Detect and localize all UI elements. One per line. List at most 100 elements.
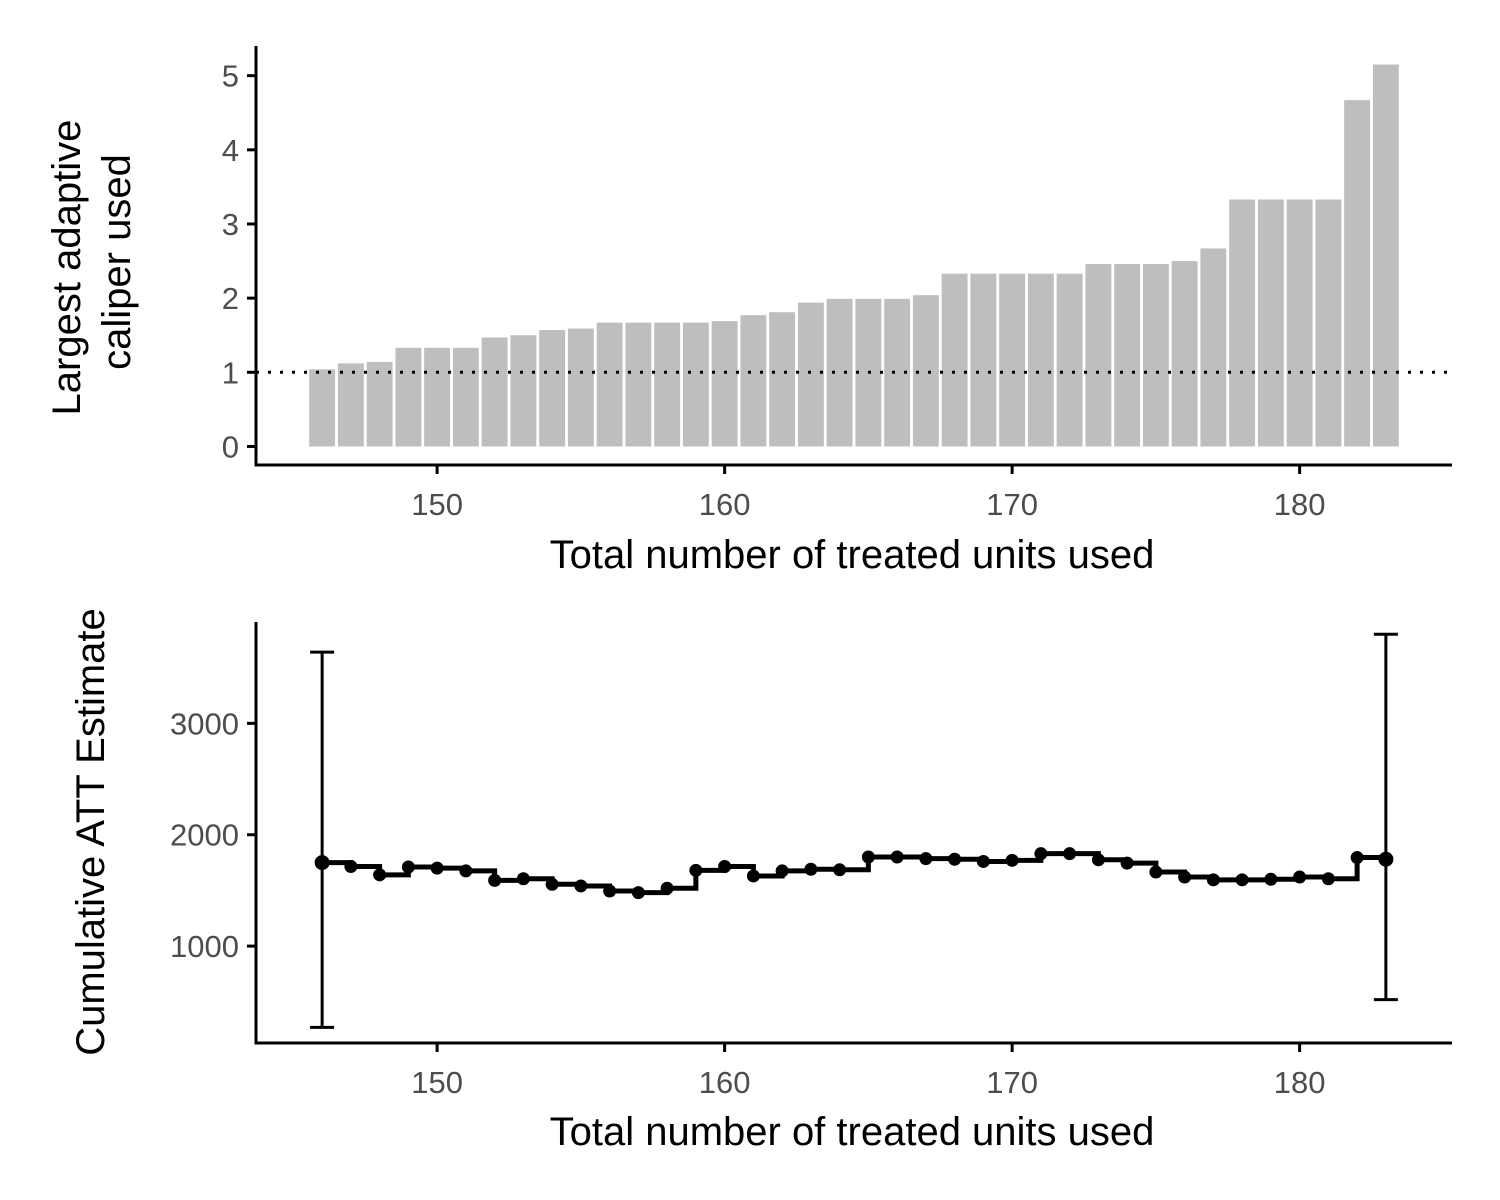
y-tick-label: 4 xyxy=(222,133,239,168)
x-tick-label: 150 xyxy=(411,1065,463,1100)
bottom-x-ticks: 150 160 170 180 xyxy=(411,1043,1325,1100)
att-error-bars xyxy=(310,632,1398,1029)
caliper-bar xyxy=(740,315,767,447)
caliper-bar xyxy=(769,312,796,447)
att-point xyxy=(1264,872,1278,886)
x-tick-label: 170 xyxy=(986,487,1038,522)
caliper-bar xyxy=(999,273,1026,447)
caliper-bar xyxy=(424,347,451,447)
caliper-bar xyxy=(1027,273,1054,447)
caliper-bar xyxy=(1085,264,1112,447)
x-tick-label: 170 xyxy=(986,1065,1038,1100)
top-y-axis-title-line-1: Largest adaptive xyxy=(45,120,89,416)
y-tick-label: 5 xyxy=(222,59,239,94)
att-point xyxy=(1149,865,1163,879)
caliper-bar xyxy=(1114,264,1141,447)
att-point xyxy=(314,855,330,871)
att-point xyxy=(660,881,674,895)
caliper-bar xyxy=(309,369,336,447)
att-point xyxy=(1120,856,1134,870)
att-point xyxy=(401,860,415,874)
att-point xyxy=(1005,853,1019,867)
x-tick-label: 160 xyxy=(699,1065,751,1100)
caliper-bar xyxy=(970,273,997,447)
att-point xyxy=(718,859,732,873)
att-point xyxy=(1321,872,1335,886)
y-tick-label: 2000 xyxy=(170,818,239,853)
y-tick-label: 0 xyxy=(222,429,239,464)
y-tick-label: 2 xyxy=(222,281,239,316)
caliper-bar xyxy=(1142,264,1169,447)
caliper-bar xyxy=(481,337,508,447)
x-tick-label: 150 xyxy=(411,487,463,522)
att-point xyxy=(344,859,358,873)
caliper-bar xyxy=(711,321,738,447)
att-step-line xyxy=(322,851,1389,896)
bottom-y-ticks: 1000 2000 3000 xyxy=(170,706,256,964)
caliper-bar xyxy=(1315,199,1342,447)
att-point xyxy=(948,852,962,866)
top-x-axis-title: Total number of treated units used xyxy=(550,533,1155,577)
att-point xyxy=(919,852,933,866)
att-point xyxy=(1235,873,1249,887)
caliper-bar xyxy=(1344,100,1371,447)
att-point xyxy=(1034,847,1048,861)
att-point xyxy=(516,872,530,886)
att-point xyxy=(603,884,617,898)
caliper-bar xyxy=(1372,64,1399,447)
caliper-bar xyxy=(797,302,824,447)
att-point xyxy=(373,868,387,882)
top-panel-caliper-chart: 0 1 2 3 4 5 150 160 170 180 Total number of trea… xyxy=(45,46,1452,577)
att-point xyxy=(1206,873,1220,887)
caliper-bar xyxy=(826,298,853,447)
att-point xyxy=(1178,870,1192,884)
bottom-x-axis-title: Total number of treated units used xyxy=(550,1110,1155,1154)
caliper-bar xyxy=(654,322,681,447)
att-point xyxy=(976,854,990,868)
y-tick-label: 3000 xyxy=(170,706,239,741)
top-y-axis-title-line-2: caliper used xyxy=(95,154,139,370)
y-tick-label: 3 xyxy=(222,207,239,242)
y-tick-label: 1 xyxy=(222,355,239,390)
caliper-bar xyxy=(682,322,709,447)
x-tick-label: 180 xyxy=(1274,487,1326,522)
att-point xyxy=(890,850,904,864)
bottom-y-axis-title: Cumulative ATT Estimate xyxy=(69,608,113,1056)
att-point xyxy=(545,877,559,891)
att-point xyxy=(746,869,760,883)
att-point xyxy=(459,864,473,878)
x-tick-label: 160 xyxy=(699,487,751,522)
caliper-bar xyxy=(941,273,968,447)
att-point xyxy=(1350,851,1364,865)
att-point xyxy=(861,850,875,864)
caliper-bar xyxy=(567,328,594,447)
att-point xyxy=(804,862,818,876)
caliper-bar xyxy=(625,322,652,447)
att-point xyxy=(1293,870,1307,884)
top-y-ticks: 0 1 2 3 4 5 xyxy=(222,59,256,464)
caliper-bar xyxy=(1200,248,1227,447)
caliper-bar xyxy=(1286,199,1313,447)
caliper-bar xyxy=(366,361,393,447)
att-point xyxy=(488,873,502,887)
att-point xyxy=(775,864,789,878)
y-tick-label: 1000 xyxy=(170,929,239,964)
caliper-bar xyxy=(337,363,364,447)
att-point xyxy=(833,863,847,877)
att-point xyxy=(1063,847,1077,861)
caliper-bar xyxy=(596,322,623,447)
caliper-bar xyxy=(510,335,537,447)
att-point xyxy=(1378,851,1394,867)
caliper-bar xyxy=(395,347,422,447)
top-x-ticks: 150 160 170 180 xyxy=(411,465,1325,522)
x-tick-label: 180 xyxy=(1274,1065,1326,1100)
caliper-bar xyxy=(1229,199,1256,447)
caliper-bar xyxy=(539,330,566,447)
att-points xyxy=(314,847,1394,900)
att-point xyxy=(631,886,645,900)
att-point xyxy=(689,863,703,877)
caliper-bar xyxy=(1056,273,1083,447)
caliper-bar xyxy=(1171,261,1198,447)
att-point xyxy=(574,879,588,893)
